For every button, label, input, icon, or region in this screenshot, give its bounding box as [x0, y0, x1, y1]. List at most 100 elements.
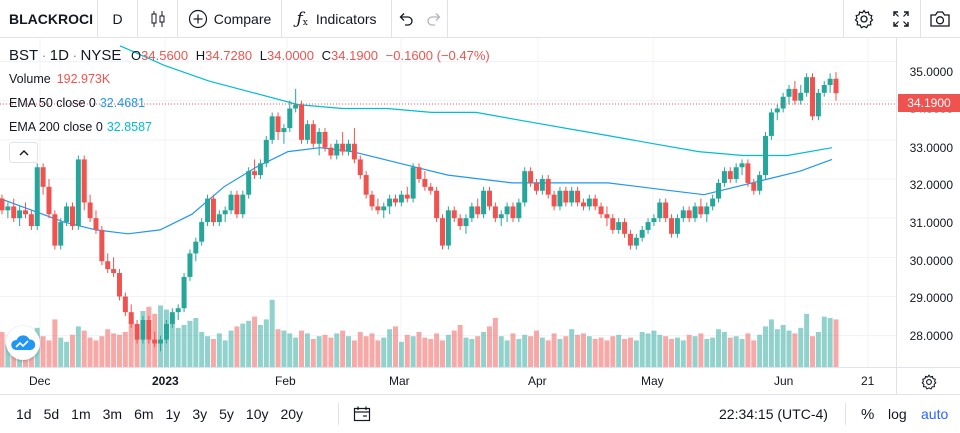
candle-body [105, 261, 111, 270]
fullscreen-button[interactable] [882, 0, 921, 38]
candle-body [751, 182, 757, 191]
range-buttons: 1d 5d 1m 3m 6m 1y 3y 5y 10y 20y [10, 406, 309, 422]
volume-bar [252, 316, 258, 367]
candle-body [322, 132, 328, 148]
settings-button[interactable] [843, 0, 883, 38]
symbol-search[interactable]: BLACKROCI [0, 0, 98, 38]
volume-bar [81, 330, 87, 367]
undo-button[interactable] [392, 0, 420, 38]
time-tick: Jun [774, 374, 794, 388]
candle-body [299, 104, 305, 140]
ema50-legend[interactable]: EMA 50 close 0 32.4681 [9, 96, 145, 110]
range-1d[interactable]: 1d [16, 406, 32, 422]
price-chart[interactable] [0, 38, 960, 367]
range-5d[interactable]: 5d [43, 406, 60, 422]
tradingview-logo[interactable] [6, 326, 40, 360]
range-6m[interactable]: 6m [134, 406, 154, 422]
candle-body [111, 269, 117, 273]
volume-bar [422, 337, 428, 367]
ema50-line [0, 147, 833, 235]
candle-body [710, 198, 716, 207]
volume-bar [316, 336, 322, 367]
auto-toggle[interactable]: auto [921, 406, 949, 422]
volume-bar [680, 340, 686, 367]
volume-bar [786, 330, 792, 367]
candle-body [304, 124, 310, 140]
volume-bar [463, 337, 469, 367]
volume-bar [763, 326, 769, 367]
volume-legend[interactable]: Volume 192.973K [9, 72, 110, 86]
range-10y[interactable]: 10y [245, 406, 269, 422]
redo-button[interactable] [420, 0, 448, 38]
compare-button[interactable]: Compare [178, 0, 282, 38]
candle-body [539, 179, 545, 191]
volume-bar [234, 326, 240, 367]
range-3y[interactable]: 3y [192, 406, 208, 422]
candle-body [404, 194, 410, 199]
ema200-legend[interactable]: EMA 200 close 0 32.8587 [9, 120, 152, 134]
candle-body [175, 308, 181, 313]
candle-body [187, 253, 193, 277]
date-range-button[interactable] [353, 405, 371, 423]
time-axis[interactable]: Dec 2023 Feb Mar Apr May Jun 21 [0, 367, 960, 395]
volume-bar [651, 330, 657, 367]
range-1y[interactable]: 1y [165, 406, 181, 422]
clock[interactable]: 22:34:15 (UTC-4) [719, 406, 828, 422]
candle-body [692, 206, 698, 219]
last-price-badge: 34.1900 [898, 94, 960, 112]
candle-body [252, 171, 258, 176]
collapse-legend-button[interactable] [9, 142, 38, 163]
volume-bar [475, 336, 481, 367]
log-toggle[interactable]: log [888, 406, 907, 422]
candle-body [275, 116, 281, 132]
candle-body [87, 202, 93, 219]
candle-body [152, 339, 158, 344]
volume-bar [627, 337, 633, 367]
volume-bar [757, 334, 763, 367]
indicators-label: Indicators [315, 10, 377, 27]
bottom-toolbar: 1d 5d 1m 3m 6m 1y 3y 5y 10y 20y 22:34:15… [0, 394, 960, 433]
volume-bar [340, 330, 346, 367]
candles-icon [149, 10, 167, 28]
cloud-logo-icon [10, 334, 36, 352]
axis-settings-button[interactable] [896, 368, 960, 395]
range-3m[interactable]: 3m [102, 406, 123, 422]
gear-icon [854, 9, 874, 29]
candle-body [810, 77, 816, 117]
candle-body [328, 147, 334, 156]
symbol-name: BLACKROCI [9, 10, 93, 27]
chart-pane[interactable] [0, 38, 960, 367]
volume-bar [669, 339, 675, 367]
volume-bar [128, 320, 134, 367]
candle-body [240, 194, 246, 215]
volume-bar [539, 337, 545, 367]
candle-body [792, 88, 798, 101]
range-1m[interactable]: 1m [71, 406, 91, 422]
candle-body [457, 218, 463, 226]
grid-lines [0, 38, 896, 367]
candle-body [604, 214, 610, 219]
camera-icon [929, 10, 951, 28]
candle-body [815, 92, 821, 117]
chart-style-button[interactable] [138, 0, 178, 38]
fullscreen-icon [892, 10, 910, 28]
snapshot-button[interactable] [920, 0, 960, 38]
range-5y[interactable]: 5y [219, 406, 234, 422]
candle-body [228, 194, 234, 211]
legend-low: 34.0000 [267, 48, 315, 63]
range-20y[interactable]: 20y [280, 406, 304, 422]
candle-body [622, 222, 628, 234]
volume-bar [269, 299, 275, 367]
volume-bar [533, 330, 539, 367]
volume-bar [604, 340, 610, 367]
volume-bar [721, 332, 727, 367]
legend-l-label: L [259, 48, 268, 63]
candle-body [310, 124, 316, 144]
percent-toggle[interactable]: % [861, 406, 875, 423]
legend-exchange: NYSE [80, 47, 122, 64]
candle-body [434, 190, 440, 219]
interval-button[interactable]: D [98, 0, 138, 38]
candle-body [451, 210, 457, 219]
candle-body [17, 210, 23, 219]
